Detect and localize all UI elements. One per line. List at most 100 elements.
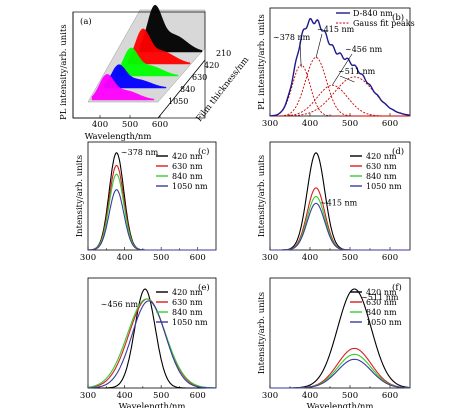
annotation: ∼378 nm xyxy=(121,148,159,157)
panel-a-spectrum-840 xyxy=(103,64,167,89)
annotation: ∼456 nm xyxy=(101,300,139,309)
panel-a-spectrum-210 xyxy=(139,4,203,53)
x-tick-label: 500 xyxy=(153,253,169,263)
legend-label: 630 nm xyxy=(172,298,203,307)
panel-a-thickness-label: 420 xyxy=(204,61,219,70)
panel-a-y-label: PL intensity/arb. units xyxy=(59,24,69,120)
panel-label: (c) xyxy=(198,146,209,157)
panel-label: (b) xyxy=(392,12,404,23)
annotation: ∼511 nm xyxy=(361,293,399,302)
legend-label: 630 nm xyxy=(366,162,397,171)
legend-label: 840 nm xyxy=(366,308,397,317)
legend-label: 420 nm xyxy=(366,152,397,161)
panel-label: (e) xyxy=(198,282,210,293)
panel-a-label: (a) xyxy=(80,16,92,27)
panel-a-depth-axis xyxy=(157,59,206,119)
gauss-fit-peak xyxy=(270,64,410,117)
legend-label: 840 nm xyxy=(366,172,397,181)
series-curve-420-nm xyxy=(88,288,216,389)
annotation: ∼456 nm xyxy=(345,45,383,54)
legend-label: 840 nm xyxy=(172,308,203,317)
x-tick-label: 600 xyxy=(382,391,398,401)
legend-label: 630 nm xyxy=(172,162,203,171)
annotation: ∼415 nm xyxy=(320,198,358,207)
series-curve-1050-nm xyxy=(87,300,216,389)
series-curve-1050-nm xyxy=(270,202,410,251)
panel-a-spectrum-1050 xyxy=(91,73,155,101)
panel-a-spectrum-420 xyxy=(127,28,191,65)
annotation-arrow xyxy=(332,53,353,86)
x-tick-label: 400 xyxy=(302,253,318,263)
gauss-fit-peak xyxy=(270,56,410,117)
legend-label: 1050 nm xyxy=(172,182,208,191)
x-tick-label: 600 xyxy=(190,391,206,401)
x-tick-label: 600 xyxy=(190,253,206,263)
gauss-fit-peak xyxy=(270,84,410,117)
x-tick-label: 600 xyxy=(382,119,398,129)
plot-frame xyxy=(87,277,217,389)
legend-label: D-840 nm xyxy=(353,9,393,18)
x-tick-label: 500 xyxy=(342,391,358,401)
legend-label: 1050 nm xyxy=(172,318,208,327)
panel-a-thickness-label: 840 xyxy=(180,85,195,94)
x-tick-label: 300 xyxy=(80,391,96,401)
y-axis-label: Intensity/arb. units xyxy=(257,155,267,237)
panel-a-frame xyxy=(72,11,206,119)
plot-frame xyxy=(269,277,411,389)
x-tick-label: 500 xyxy=(342,253,358,263)
annotation: ∼511 nm xyxy=(338,67,376,76)
panel-a-z-label: Film thickness/nm xyxy=(194,55,251,124)
legend-label: 420 nm xyxy=(172,152,203,161)
panel-a-x-tick-label: 400 xyxy=(92,120,108,130)
panel-d: 300 400 500 600 Intensity/arb. units (d)420 n… xyxy=(257,141,411,263)
x-tick-label: 600 xyxy=(382,253,398,263)
series-curve-1050-nm xyxy=(88,189,216,251)
x-tick-label: 300 xyxy=(262,253,278,263)
legend-label: 1050 nm xyxy=(366,318,402,327)
data-curve xyxy=(269,17,411,117)
x-tick-label: 400 xyxy=(302,391,318,401)
x-axis-label: Wavelength/nm xyxy=(307,402,374,408)
plot-frame xyxy=(269,141,411,251)
panel-a-thickness-label: 1050 xyxy=(168,97,188,106)
legend-label: 420 nm xyxy=(172,288,203,297)
y-axis-label: Intensity/arb. units xyxy=(75,155,85,237)
x-tick-label: 300 xyxy=(262,119,278,129)
legend-label: 840 nm xyxy=(172,172,203,181)
annotation-arrow xyxy=(299,41,302,68)
panel-f: 300 400 500 600 Wavelength/nm Intensity/arb. … xyxy=(257,277,411,408)
legend-label: Gauss fit peaks xyxy=(353,19,415,28)
panel-a-thickness-label: 210 xyxy=(216,49,231,58)
y-axis-label: PL intensity/arb. units xyxy=(257,14,267,110)
x-tick-label: 500 xyxy=(342,119,358,129)
y-axis-label: Intensity/arb. units xyxy=(257,292,267,374)
series-curve-1050-nm xyxy=(270,358,410,389)
annotation-arrow xyxy=(339,75,355,83)
annotation: ∼415 nm xyxy=(317,25,355,34)
annotation-arrow xyxy=(315,33,323,58)
legend-label: 420 nm xyxy=(366,288,397,297)
x-tick-label: 300 xyxy=(80,253,96,263)
legend-label: 1050 nm xyxy=(366,182,402,191)
series-curve-630-nm xyxy=(270,187,410,251)
gauss-fit-peak xyxy=(270,76,411,117)
x-tick-label: 500 xyxy=(153,391,169,401)
x-tick-label: 400 xyxy=(302,119,318,129)
annotation: ∼378 nm xyxy=(273,33,311,42)
panel-a-spectrum-630 xyxy=(115,47,179,77)
panel-a-x-tick-label: 600 xyxy=(152,120,168,130)
panel-b: 300 400 500 600 PL intensity/arb. units (b)D-… xyxy=(257,7,415,129)
panel-a-thickness-label: 630 xyxy=(192,73,207,82)
x-tick-label: 300 xyxy=(262,391,278,401)
panel-label: (f) xyxy=(392,282,402,293)
panel-a-x-label: Wavelength/nm xyxy=(85,132,152,142)
plot-frame xyxy=(269,7,411,117)
x-tick-label: 400 xyxy=(116,391,132,401)
panel-c: 300 400 500 600 Intensity/arb. units (c)420 n… xyxy=(75,141,217,263)
panel-a-x-tick-label: 500 xyxy=(122,120,138,130)
x-axis-label: Wavelength/nm xyxy=(119,402,186,408)
panel-label: (d) xyxy=(392,146,404,157)
